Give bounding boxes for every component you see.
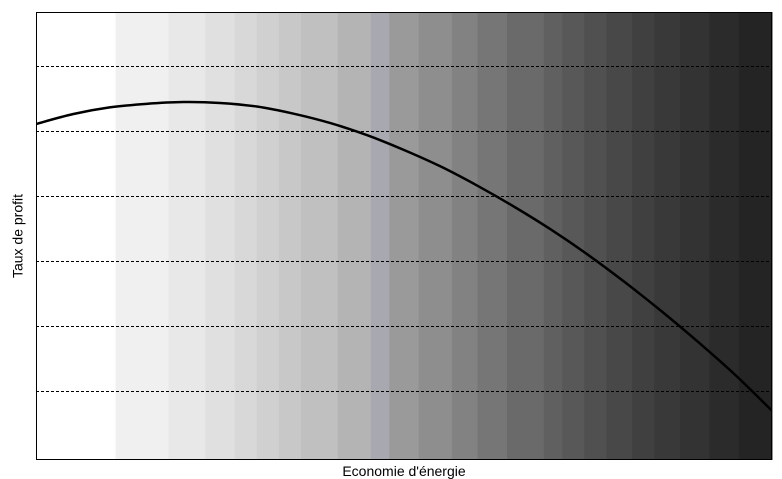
- background-band: [477, 12, 508, 460]
- background-band: [256, 12, 280, 460]
- series-line: [36, 100, 772, 412]
- background-band: [451, 12, 479, 460]
- background-band: [278, 12, 302, 460]
- background-band: [418, 12, 453, 460]
- background-band: [584, 12, 607, 460]
- y-axis-title: Taux de profit: [10, 194, 26, 278]
- background-band: [36, 12, 116, 460]
- background-band: [654, 12, 681, 460]
- background-band: [389, 12, 420, 460]
- gridlines: [36, 66, 772, 392]
- background-band: [507, 12, 545, 460]
- background-band: [370, 12, 390, 460]
- background-band: [562, 12, 585, 460]
- background-band: [709, 12, 740, 460]
- series-layer: [36, 100, 772, 412]
- background-bands: [36, 12, 773, 460]
- background-band: [205, 12, 236, 460]
- background-band: [606, 12, 633, 460]
- background-band: [168, 12, 206, 460]
- background-band: [632, 12, 655, 460]
- background-band: [543, 12, 563, 460]
- background-band: [738, 12, 773, 460]
- background-band: [300, 12, 339, 460]
- background-band: [115, 12, 169, 460]
- x-axis-title: Economie d'énergie: [342, 463, 466, 479]
- background-band: [680, 12, 710, 460]
- background-band: [234, 12, 258, 460]
- plot-frame: [36, 12, 772, 460]
- background-band: [337, 12, 372, 460]
